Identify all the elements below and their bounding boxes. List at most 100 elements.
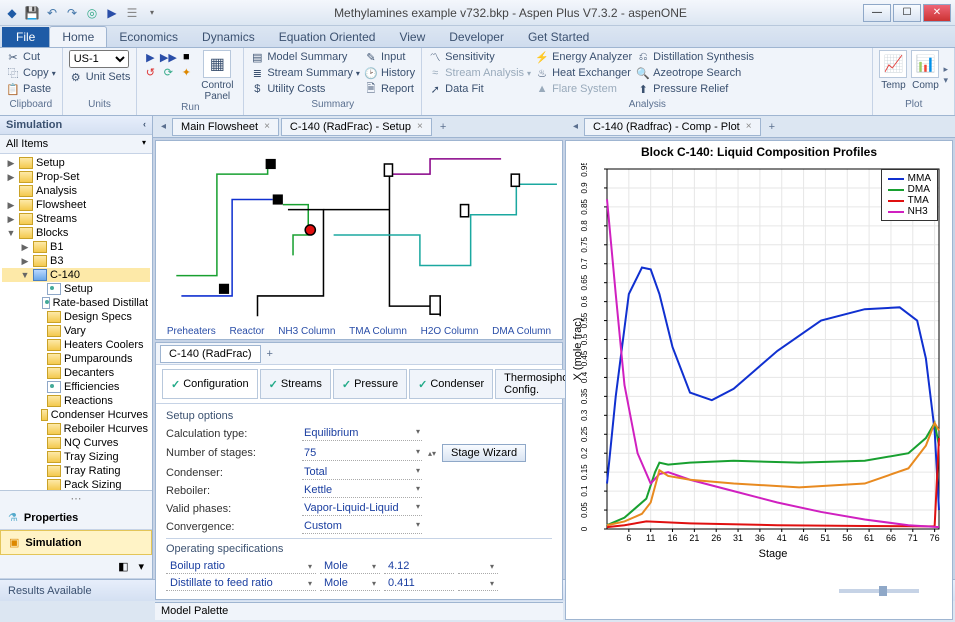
new-tab-button[interactable]: + (763, 119, 781, 135)
run-icon[interactable]: ▶ (104, 5, 120, 21)
splitter-handle[interactable]: ⋯ (0, 491, 152, 506)
tree-caret-icon[interactable]: ▶ (6, 214, 16, 225)
control-panel-button[interactable]: ▦ Control Panel (197, 50, 237, 102)
properties-panel-button[interactable]: ⚗Properties (0, 506, 152, 530)
file-tab[interactable]: File (2, 27, 49, 47)
paste-button[interactable]: 📋Paste (6, 82, 56, 96)
tree-item[interactable]: Vary (2, 324, 150, 338)
flowsheet-diagram[interactable] (156, 141, 562, 324)
tree-caret-icon[interactable]: ▶ (6, 158, 16, 169)
tree-item[interactable]: ▶B3 (2, 254, 150, 268)
azeotrope-button[interactable]: 🔍Azeotrope Search (636, 66, 754, 80)
tree-item[interactable]: ▶Streams (2, 212, 150, 226)
inner-tab[interactable]: ✓Configuration (162, 369, 258, 399)
tree-item[interactable]: Reboiler Hcurves (2, 422, 150, 436)
config-icon[interactable]: ☰ (124, 5, 140, 21)
play-icon[interactable]: ▶ (143, 50, 157, 64)
tree-caret-icon[interactable]: ▶ (6, 172, 16, 183)
tree-item[interactable]: Efficiencies (2, 380, 150, 394)
utility-costs-button[interactable]: $Utility Costs (250, 82, 360, 96)
sensitivity-button[interactable]: 〽Sensitivity (428, 50, 531, 64)
navigation-tree[interactable]: ▶Setup▶Prop-SetAnalysis▶Flowsheet▶Stream… (0, 154, 152, 490)
reconcile-icon[interactable]: ⟳ (161, 65, 175, 79)
heat-exchanger-button[interactable]: ♨Heat Exchanger (535, 66, 632, 80)
step-icon[interactable]: ▶▶ (161, 50, 175, 64)
cut-button[interactable]: ✂Cut (6, 50, 56, 64)
dropdown-icon[interactable]: ▾ (144, 5, 160, 21)
input-button[interactable]: ✎Input (364, 50, 415, 64)
flowsheet-tab[interactable]: Main Flowsheet× (172, 118, 279, 136)
setup-tab[interactable]: C-140 (RadFrac) - Setup× (281, 118, 432, 136)
tree-item[interactable]: Rate-based Distillat (2, 296, 150, 310)
undo-icon[interactable]: ↶ (44, 5, 60, 21)
ribbon-tab-get-started[interactable]: Get Started (516, 27, 601, 47)
history-button[interactable]: 🕑History (364, 66, 415, 80)
simulation-panel-button[interactable]: ▣Simulation (0, 530, 152, 555)
model-summary-button[interactable]: ▤Model Summary (250, 50, 360, 64)
op-name-dropdown[interactable]: Boilup ratio▾ (166, 559, 316, 574)
op-unit-dropdown[interactable]: ▾ (458, 576, 498, 591)
tree-caret-icon[interactable]: ▼ (6, 228, 16, 238)
form-dropdown[interactable]: Vapor-Liquid-Liquid▾ (302, 501, 422, 516)
tree-item[interactable]: Heaters Coolers (2, 338, 150, 352)
plot-tab[interactable]: C-140 (Radfrac) - Comp - Plot× (584, 118, 761, 136)
form-dropdown[interactable]: Total▾ (302, 465, 422, 480)
tree-item[interactable]: Tray Rating (2, 464, 150, 478)
tree-caret-icon[interactable]: ▶ (20, 242, 30, 253)
ribbon-tab-dynamics[interactable]: Dynamics (190, 27, 267, 47)
inner-tab[interactable]: ✓Streams (260, 369, 331, 399)
more-panels-button[interactable]: ◧▾ (0, 555, 152, 579)
units-select[interactable]: US-1 (69, 50, 129, 68)
tab-left-arrow[interactable]: ◂ (157, 121, 170, 132)
stream-summary-button[interactable]: ≣Stream Summary▾ (250, 66, 360, 80)
tree-caret-icon[interactable]: ▼ (20, 270, 30, 280)
stream-analysis-button[interactable]: ≈Stream Analysis▾ (428, 66, 531, 80)
minimize-button[interactable]: — (863, 4, 891, 22)
op-name-dropdown[interactable]: Distillate to feed ratio▾ (166, 576, 316, 591)
setup-pane-tab[interactable]: C-140 (RadFrac) (160, 345, 261, 363)
pressure-relief-button[interactable]: ⬆Pressure Relief (636, 82, 754, 96)
op-value-input[interactable]: 0.411 (384, 576, 454, 591)
op-unit-dropdown[interactable]: ▾ (458, 559, 498, 574)
save-icon[interactable]: 💾 (24, 5, 40, 21)
ribbon-tab-developer[interactable]: Developer (437, 27, 516, 47)
form-dropdown[interactable]: Kettle▾ (302, 483, 422, 498)
close-tab-icon[interactable]: × (746, 121, 752, 132)
model-palette-bar[interactable]: Model Palette (155, 602, 563, 620)
flare-system-button[interactable]: ▲Flare System (535, 82, 632, 96)
tree-caret-icon[interactable]: ▶ (6, 200, 16, 211)
tree-item[interactable]: Pumparounds (2, 352, 150, 366)
tree-item[interactable]: Condenser Hcurves (2, 408, 150, 422)
op-value-input[interactable]: 4.12 (384, 559, 454, 574)
tree-item[interactable]: ▼C-140 (2, 268, 150, 282)
tree-item[interactable]: ▶B1 (2, 240, 150, 254)
inner-tab[interactable]: ✓Pressure (333, 369, 407, 399)
tree-item[interactable]: Pack Sizing (2, 478, 150, 490)
tree-item[interactable]: ▼Blocks (2, 226, 150, 240)
op-basis-dropdown[interactable]: Mole▾ (320, 559, 380, 574)
stage-wizard-button[interactable]: Stage Wizard (442, 444, 526, 462)
maximize-button[interactable]: ☐ (893, 4, 921, 22)
settings-icon[interactable]: ✦ (179, 65, 193, 79)
nav-icon[interactable]: ◎ (84, 5, 100, 21)
distillation-button[interactable]: ⎌Distillation Synthesis (636, 50, 754, 64)
inner-tab[interactable]: ✓Condenser (409, 369, 493, 399)
tree-item[interactable]: ▶Setup (2, 156, 150, 170)
ribbon-tab-economics[interactable]: Economics (107, 27, 190, 47)
zoom-slider[interactable] (839, 589, 919, 593)
tree-item[interactable]: Setup (2, 282, 150, 296)
ribbon-tab-view[interactable]: View (387, 27, 437, 47)
data-fit-button[interactable]: ➚Data Fit (428, 82, 531, 96)
new-tab-button[interactable]: + (261, 346, 279, 362)
chart-area[interactable]: Block C-140: Liquid Composition Profiles… (566, 141, 952, 619)
new-tab-button[interactable]: + (434, 119, 452, 135)
tree-caret-icon[interactable]: ▶ (20, 256, 30, 267)
unit-sets-button[interactable]: ⚙Unit Sets (69, 70, 131, 84)
tree-item[interactable]: ▶Prop-Set (2, 170, 150, 184)
form-dropdown[interactable]: 75▾ (302, 446, 422, 461)
temp-plot-button[interactable]: 📈Temp (879, 50, 907, 91)
op-basis-dropdown[interactable]: Mole▾ (320, 576, 380, 591)
plot-more-icon[interactable]: ▸▾ (943, 64, 948, 86)
sidebar-filter[interactable]: All Items ▾ (0, 135, 152, 154)
form-dropdown[interactable]: Equilibrium▾ (302, 426, 422, 441)
